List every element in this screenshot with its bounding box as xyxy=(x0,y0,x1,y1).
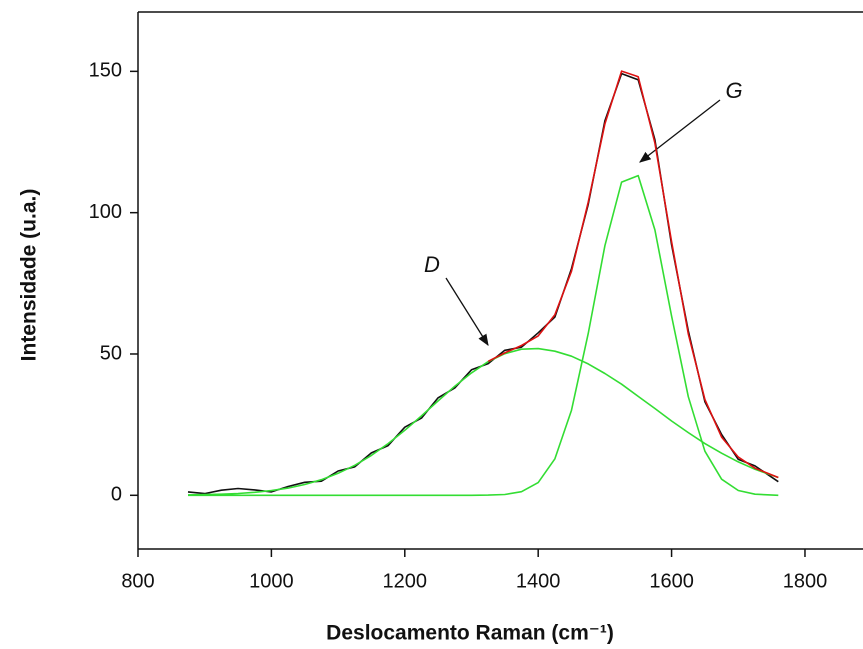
x-tick-label: 1400 xyxy=(516,570,561,592)
annotation: D xyxy=(424,252,440,277)
y-tick-label: 100 xyxy=(89,201,122,223)
x-axis-label: Deslocamento Raman (cm⁻¹) xyxy=(326,622,614,645)
y-tick-label: 0 xyxy=(111,484,122,506)
x-tick-label: 1800 xyxy=(783,570,828,592)
series-line xyxy=(187,347,779,496)
x-tick-label: 800 xyxy=(121,570,154,592)
y-axis-label: Intensidade (u.a.) xyxy=(18,189,41,362)
y-tick-label: 150 xyxy=(89,60,122,82)
series-line xyxy=(487,70,779,479)
annotation-arrow xyxy=(639,99,721,163)
annotation: G xyxy=(725,78,742,103)
series-line xyxy=(188,174,779,497)
annotation-arrow xyxy=(445,277,489,346)
x-tick-label: 1200 xyxy=(383,570,428,592)
x-tick-label: 1000 xyxy=(249,570,294,592)
y-tick-label: 50 xyxy=(100,342,122,364)
x-tick-label: 1600 xyxy=(649,570,694,592)
series-line xyxy=(187,72,779,495)
